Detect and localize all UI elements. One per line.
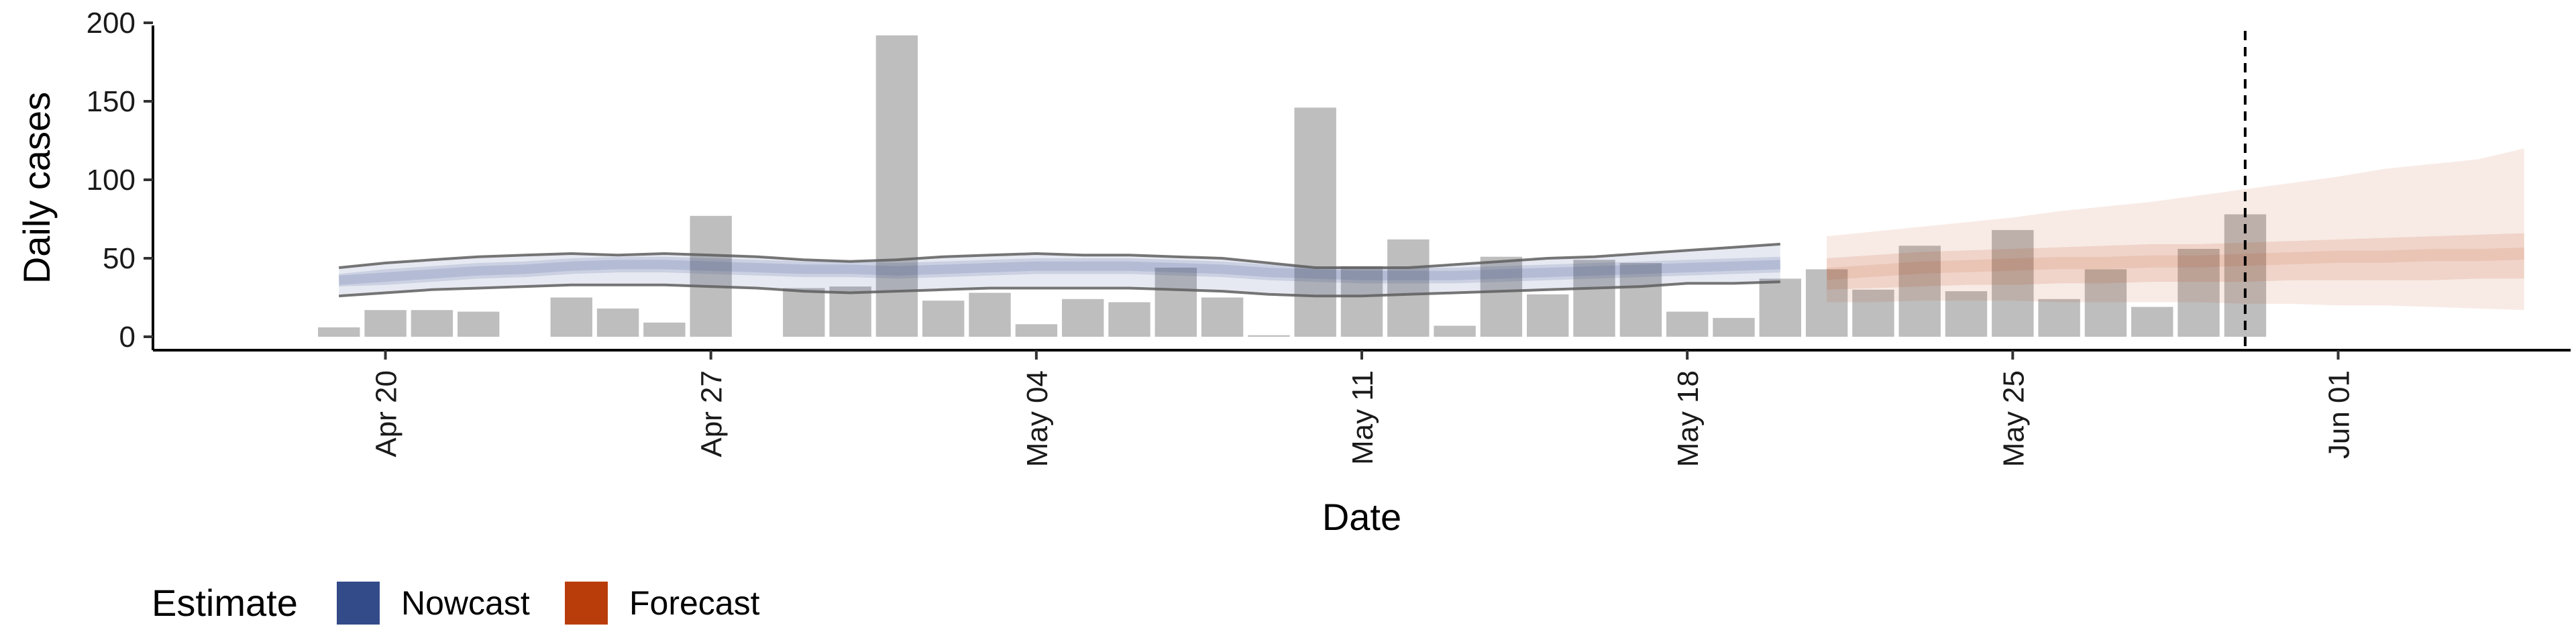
y-tick-label-0: 0 bbox=[119, 321, 136, 354]
forecast-band-50 bbox=[1827, 233, 2524, 290]
legend-label-forecast: Forecast bbox=[629, 584, 760, 622]
bar-38 bbox=[2084, 269, 2127, 337]
nowcast-band-90 bbox=[339, 244, 1780, 297]
bar-19 bbox=[1201, 297, 1244, 337]
bar-16 bbox=[1062, 299, 1104, 337]
bar-28 bbox=[1619, 263, 1662, 337]
bar-6 bbox=[596, 308, 639, 337]
bar-39 bbox=[2131, 307, 2174, 337]
bar-5 bbox=[550, 297, 592, 337]
bar-30 bbox=[1713, 317, 1755, 337]
nowcast-lower-line bbox=[339, 280, 1780, 298]
bar-12 bbox=[875, 35, 918, 337]
bar-25 bbox=[1480, 256, 1523, 337]
bar-22 bbox=[1340, 266, 1383, 337]
bar-10 bbox=[783, 288, 825, 337]
bar-37 bbox=[2038, 299, 2080, 337]
bar-29 bbox=[1666, 311, 1709, 337]
bar-32 bbox=[1805, 269, 1848, 337]
legend-swatch-forecast bbox=[565, 582, 608, 625]
bar-2 bbox=[411, 310, 453, 337]
x-tick-label-6: Jun 01 bbox=[2323, 370, 2356, 459]
forecast-band-90 bbox=[1827, 148, 2524, 311]
bar-8 bbox=[690, 215, 732, 337]
y-axis-title: Daily cases bbox=[15, 92, 58, 284]
x-tick-label-4: May 18 bbox=[1672, 370, 1705, 467]
bar-36 bbox=[1992, 229, 2034, 337]
legend-label-nowcast: Nowcast bbox=[401, 584, 530, 622]
bar-20 bbox=[1248, 335, 1290, 337]
bar-18 bbox=[1155, 268, 1197, 337]
legend-title: Estimate bbox=[152, 582, 298, 624]
legend-swatch-nowcast bbox=[337, 582, 380, 625]
y-tick-label-4: 200 bbox=[87, 7, 136, 40]
bar-31 bbox=[1759, 278, 1801, 337]
bar-27 bbox=[1573, 260, 1615, 337]
x-tick-label-2: May 04 bbox=[1021, 370, 1054, 467]
bar-40 bbox=[2178, 249, 2220, 337]
bar-21 bbox=[1294, 107, 1336, 337]
bar-13 bbox=[922, 301, 965, 337]
bar-14 bbox=[969, 292, 1011, 337]
x-axis-title: Date bbox=[1322, 496, 1401, 538]
bar-0 bbox=[318, 327, 360, 337]
estimate-bands-layer bbox=[338, 148, 2524, 311]
x-tick-label-3: May 11 bbox=[1346, 370, 1379, 465]
y-tick-label-2: 100 bbox=[87, 164, 136, 197]
bar-17 bbox=[1108, 302, 1150, 337]
bar-11 bbox=[829, 286, 871, 337]
bars-layer bbox=[318, 35, 2267, 337]
bar-15 bbox=[1015, 324, 1058, 337]
y-tick-label-1: 50 bbox=[103, 242, 136, 275]
bar-34 bbox=[1898, 246, 1941, 337]
bar-3 bbox=[458, 311, 500, 337]
bar-24 bbox=[1434, 325, 1476, 337]
y-tick-label-3: 150 bbox=[87, 85, 136, 118]
bar-35 bbox=[1945, 291, 1988, 337]
bar-1 bbox=[364, 310, 407, 337]
nowcast-upper-line bbox=[338, 242, 1780, 269]
forecast-median bbox=[1826, 248, 2524, 280]
x-tick-label-0: Apr 20 bbox=[370, 370, 403, 458]
x-tick-label-1: Apr 27 bbox=[696, 370, 729, 458]
bar-23 bbox=[1387, 239, 1430, 337]
bar-33 bbox=[1852, 289, 1894, 337]
bar-7 bbox=[643, 322, 686, 337]
axes-layer: 0 50 100 150 200 Apr 20 Apr 27 May 04 May 11 May … bbox=[87, 7, 2571, 467]
bar-26 bbox=[1527, 294, 1569, 337]
estimate-lines-layer bbox=[338, 31, 2247, 350]
nowcast-median bbox=[338, 260, 1781, 285]
x-tick-label-5: May 25 bbox=[1997, 370, 2030, 467]
nowcast-band-50 bbox=[339, 256, 1780, 287]
legend: Estimate Nowcast Forecast bbox=[152, 582, 760, 625]
